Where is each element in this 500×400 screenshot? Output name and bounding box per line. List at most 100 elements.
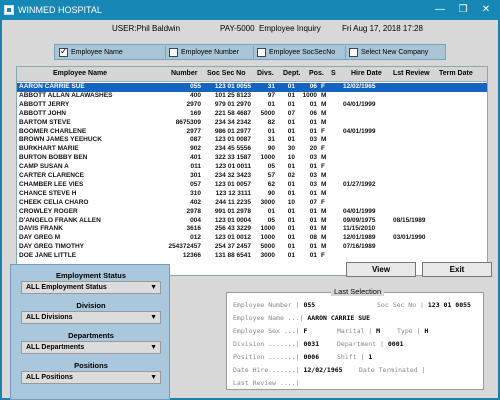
cell-soc-sec-no: 123 01 0011 [215,163,251,171]
cell-hire-date: 11/15/2010 [343,225,376,233]
table-row[interactable]: CROWLEY ROGER 2978 991 01 2978 01 01 01 M 04/01… [17,208,487,217]
minimize-button[interactable]: — [435,4,445,15]
table-row[interactable]: ABBOTT JERRY 2970 979 01 2970 01 01 01 M 04/01/… [17,101,487,110]
cell-soc-sec-no: 221 58 4687 [214,109,251,117]
field-label: Date Terminated | [359,366,426,374]
table-row[interactable]: DAY GREG TIMOTHY 254372457 254 37 2457 5000… [17,243,487,252]
departments-select[interactable]: ALL Departments ▼ [21,341,161,354]
cell-division: 90 [267,189,275,197]
app-logo-icon [4,5,14,15]
positions-label: Positions [74,361,108,370]
cell-employee-name: CAMP SUSAN A [19,163,69,171]
checkbox-checked-icon [59,46,68,57]
column-header[interactable]: Dept. [283,70,301,77]
cell-department: 10 [287,198,295,206]
cell-sex: F [321,145,325,153]
cell-department: 01 [287,234,295,242]
cell-division: 1000 [260,225,275,233]
cell-sex: M [321,180,327,188]
cell-hire-date: 04/01/1999 [343,100,376,108]
cell-employee-name: CHANCE STEVE H [19,189,77,197]
table-row[interactable]: BARTOM STEVE 8675309 234 34 2342 82 01 01 M [17,119,487,128]
field-label: Position .......| [233,353,300,361]
table-row[interactable]: CAMP SUSAN A 011 123 01 0011 05 01 01 F [17,163,487,172]
select-new-company-checkbox[interactable]: Select New Company [349,47,428,58]
column-header[interactable]: Employee Name [53,70,108,77]
column-header[interactable]: Divs. [257,70,274,77]
table-row[interactable]: CHANCE STEVE H 310 123 12 3111 90 01 01 M [17,190,487,199]
column-header[interactable]: S [331,70,336,77]
table-row[interactable]: CHAMBER LEE VIES 057 123 01 0057 62 01 03 M 01/… [17,181,487,190]
cell-number: 310 [190,189,201,197]
info-bar: USER:Phil Baldwin PAY-5000 Employee Inqu… [12,22,488,36]
cell-position: 01 [309,127,317,135]
table-row-selected[interactable]: AARON CARRIE SUE 055 123 01 0055 31 01 06 F 12/… [17,83,487,92]
cell-department: 01 [287,216,295,224]
date-hire-value: 12/02/1965 [303,366,343,374]
cell-employee-name: DAVIS FRANK [19,225,63,233]
cell-sex: F [321,198,325,206]
checkbox-label: Employee Number [181,49,239,56]
cell-division: 3000 [260,252,275,260]
employee-grid[interactable]: Employee Name Number Soc Sec No Divs. De… [16,66,488,276]
field-label: Employee Number | [233,301,300,309]
table-row[interactable]: DOE JANE LITTLE 12366 131 88 6541 3000 01 01 F [17,252,487,261]
column-header[interactable]: Number [171,70,198,77]
cell-hire-date: 09/09/1975 [343,216,376,224]
sort-by-name-checkbox[interactable]: Employee Name [59,46,123,58]
cell-number: 087 [190,136,201,144]
employee-name-value: AARON CARRIE SUE [307,314,370,322]
cell-department: 01 [287,252,295,260]
column-header[interactable]: Pos. [309,70,324,77]
cell-position: 01 [309,225,317,233]
cell-position: 08 [309,234,317,242]
cell-soc-sec-no: 254 37 2457 [214,243,251,251]
screen-name: Employee Inquiry [259,24,321,33]
cell-employee-name: BROWN JAMES YEEHUCK [19,136,102,144]
table-row[interactable]: BURKHART MARIE 902 234 45 5556 90 30 20 F [17,145,487,154]
cell-division: 01 [267,207,275,215]
column-header[interactable]: Term Date [439,70,473,77]
cell-division: 57 [267,172,275,179]
cell-department: 01 [287,136,295,144]
select-value: ALL Employment Status [26,284,107,291]
sort-by-number-checkbox[interactable]: Employee Number [169,47,239,58]
table-row[interactable]: CARTER CLARENCE 301 234 32 3423 57 02 03 M [17,172,487,181]
cell-division: 1000 [260,234,275,242]
maximize-button[interactable]: ❐ [458,4,468,15]
table-row[interactable]: ABBOTT JOHN 169 221 58 4687 5000 07 06 M [17,110,487,119]
table-row[interactable]: ABBOTT ALLAN ALAWASHES 400 101 25 8123 97 01… [17,92,487,101]
column-header[interactable]: Soc Sec No [207,70,246,77]
positions-select[interactable]: ALL Positions ▼ [21,371,161,384]
sort-by-socsecno-checkbox[interactable]: Employee SocSecNo [257,47,335,58]
cell-sex: M [321,118,327,126]
table-row[interactable]: BROWN JAMES YEEHUCK 087 123 01 0087 31 01 03 M [17,136,487,145]
type-value: H [424,327,429,335]
cell-division: 5000 [260,243,275,251]
field-label: Last Review ....| [233,379,300,387]
close-button[interactable]: ✕ [481,4,491,15]
view-button[interactable]: View [346,262,416,277]
employment-status-select[interactable]: ALL Employment Status ▼ [21,281,161,294]
position-value: 0006 [303,353,320,361]
cell-sex: M [321,109,327,117]
cell-number: 011 [190,163,202,171]
cell-sex: M [321,207,327,215]
table-row[interactable]: BOOMER CHARLENE 2977 986 01 2977 01 01 01 F 04/… [17,128,487,137]
division-select[interactable]: ALL Divisions ▼ [21,311,161,324]
column-header[interactable]: Hire Date [351,70,382,77]
table-row[interactable]: CHEEK CELIA CHARO 402 244 11 2235 3000 10 07 F [17,199,487,208]
table-row[interactable]: D'ANGELO FRANK ALLEN 004 123 01 0004 05 01 01… [17,217,487,226]
cell-number: 057 [190,180,201,188]
table-row[interactable]: BURTON BOBBY BEN 401 322 33 1587 1000 10 03 M [17,154,487,163]
column-header[interactable]: Lst Review [393,70,430,77]
cell-sex: M [321,234,327,242]
table-row[interactable]: DAVIS FRANK 3616 256 43 3229 1000 01 01 M 11/15… [17,225,487,234]
exit-button[interactable]: Exit [422,262,492,277]
cell-department: 10 [287,154,295,162]
cell-department: 01 [287,118,295,126]
checkbox-label: Select New Company [361,49,429,56]
cell-department: 01 [287,225,295,233]
cell-last-review: 03/01/1990 [393,234,426,242]
table-row[interactable]: DAY GREG M 012 123 01 0012 1000 01 08 M 12/01/1… [17,234,487,243]
